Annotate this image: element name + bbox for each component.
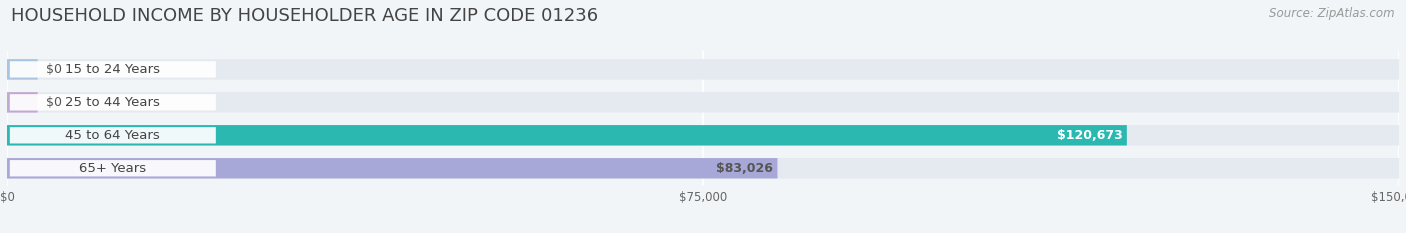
Text: $0: $0 [46,96,62,109]
Text: 15 to 24 Years: 15 to 24 Years [65,63,160,76]
Text: $83,026: $83,026 [717,162,773,175]
Text: 45 to 64 Years: 45 to 64 Years [66,129,160,142]
FancyBboxPatch shape [10,61,217,78]
FancyBboxPatch shape [10,127,217,144]
FancyBboxPatch shape [10,160,217,176]
FancyBboxPatch shape [10,94,217,110]
Text: 25 to 44 Years: 25 to 44 Years [66,96,160,109]
FancyBboxPatch shape [7,125,1126,146]
FancyBboxPatch shape [7,158,1399,178]
Text: Source: ZipAtlas.com: Source: ZipAtlas.com [1270,7,1395,20]
FancyBboxPatch shape [7,59,1399,80]
FancyBboxPatch shape [7,125,1399,146]
Text: HOUSEHOLD INCOME BY HOUSEHOLDER AGE IN ZIP CODE 01236: HOUSEHOLD INCOME BY HOUSEHOLDER AGE IN Z… [11,7,599,25]
Text: $0: $0 [46,63,62,76]
FancyBboxPatch shape [7,92,1399,113]
FancyBboxPatch shape [7,59,38,80]
FancyBboxPatch shape [7,92,38,113]
FancyBboxPatch shape [7,158,778,178]
Text: $120,673: $120,673 [1057,129,1122,142]
Text: 65+ Years: 65+ Years [79,162,146,175]
